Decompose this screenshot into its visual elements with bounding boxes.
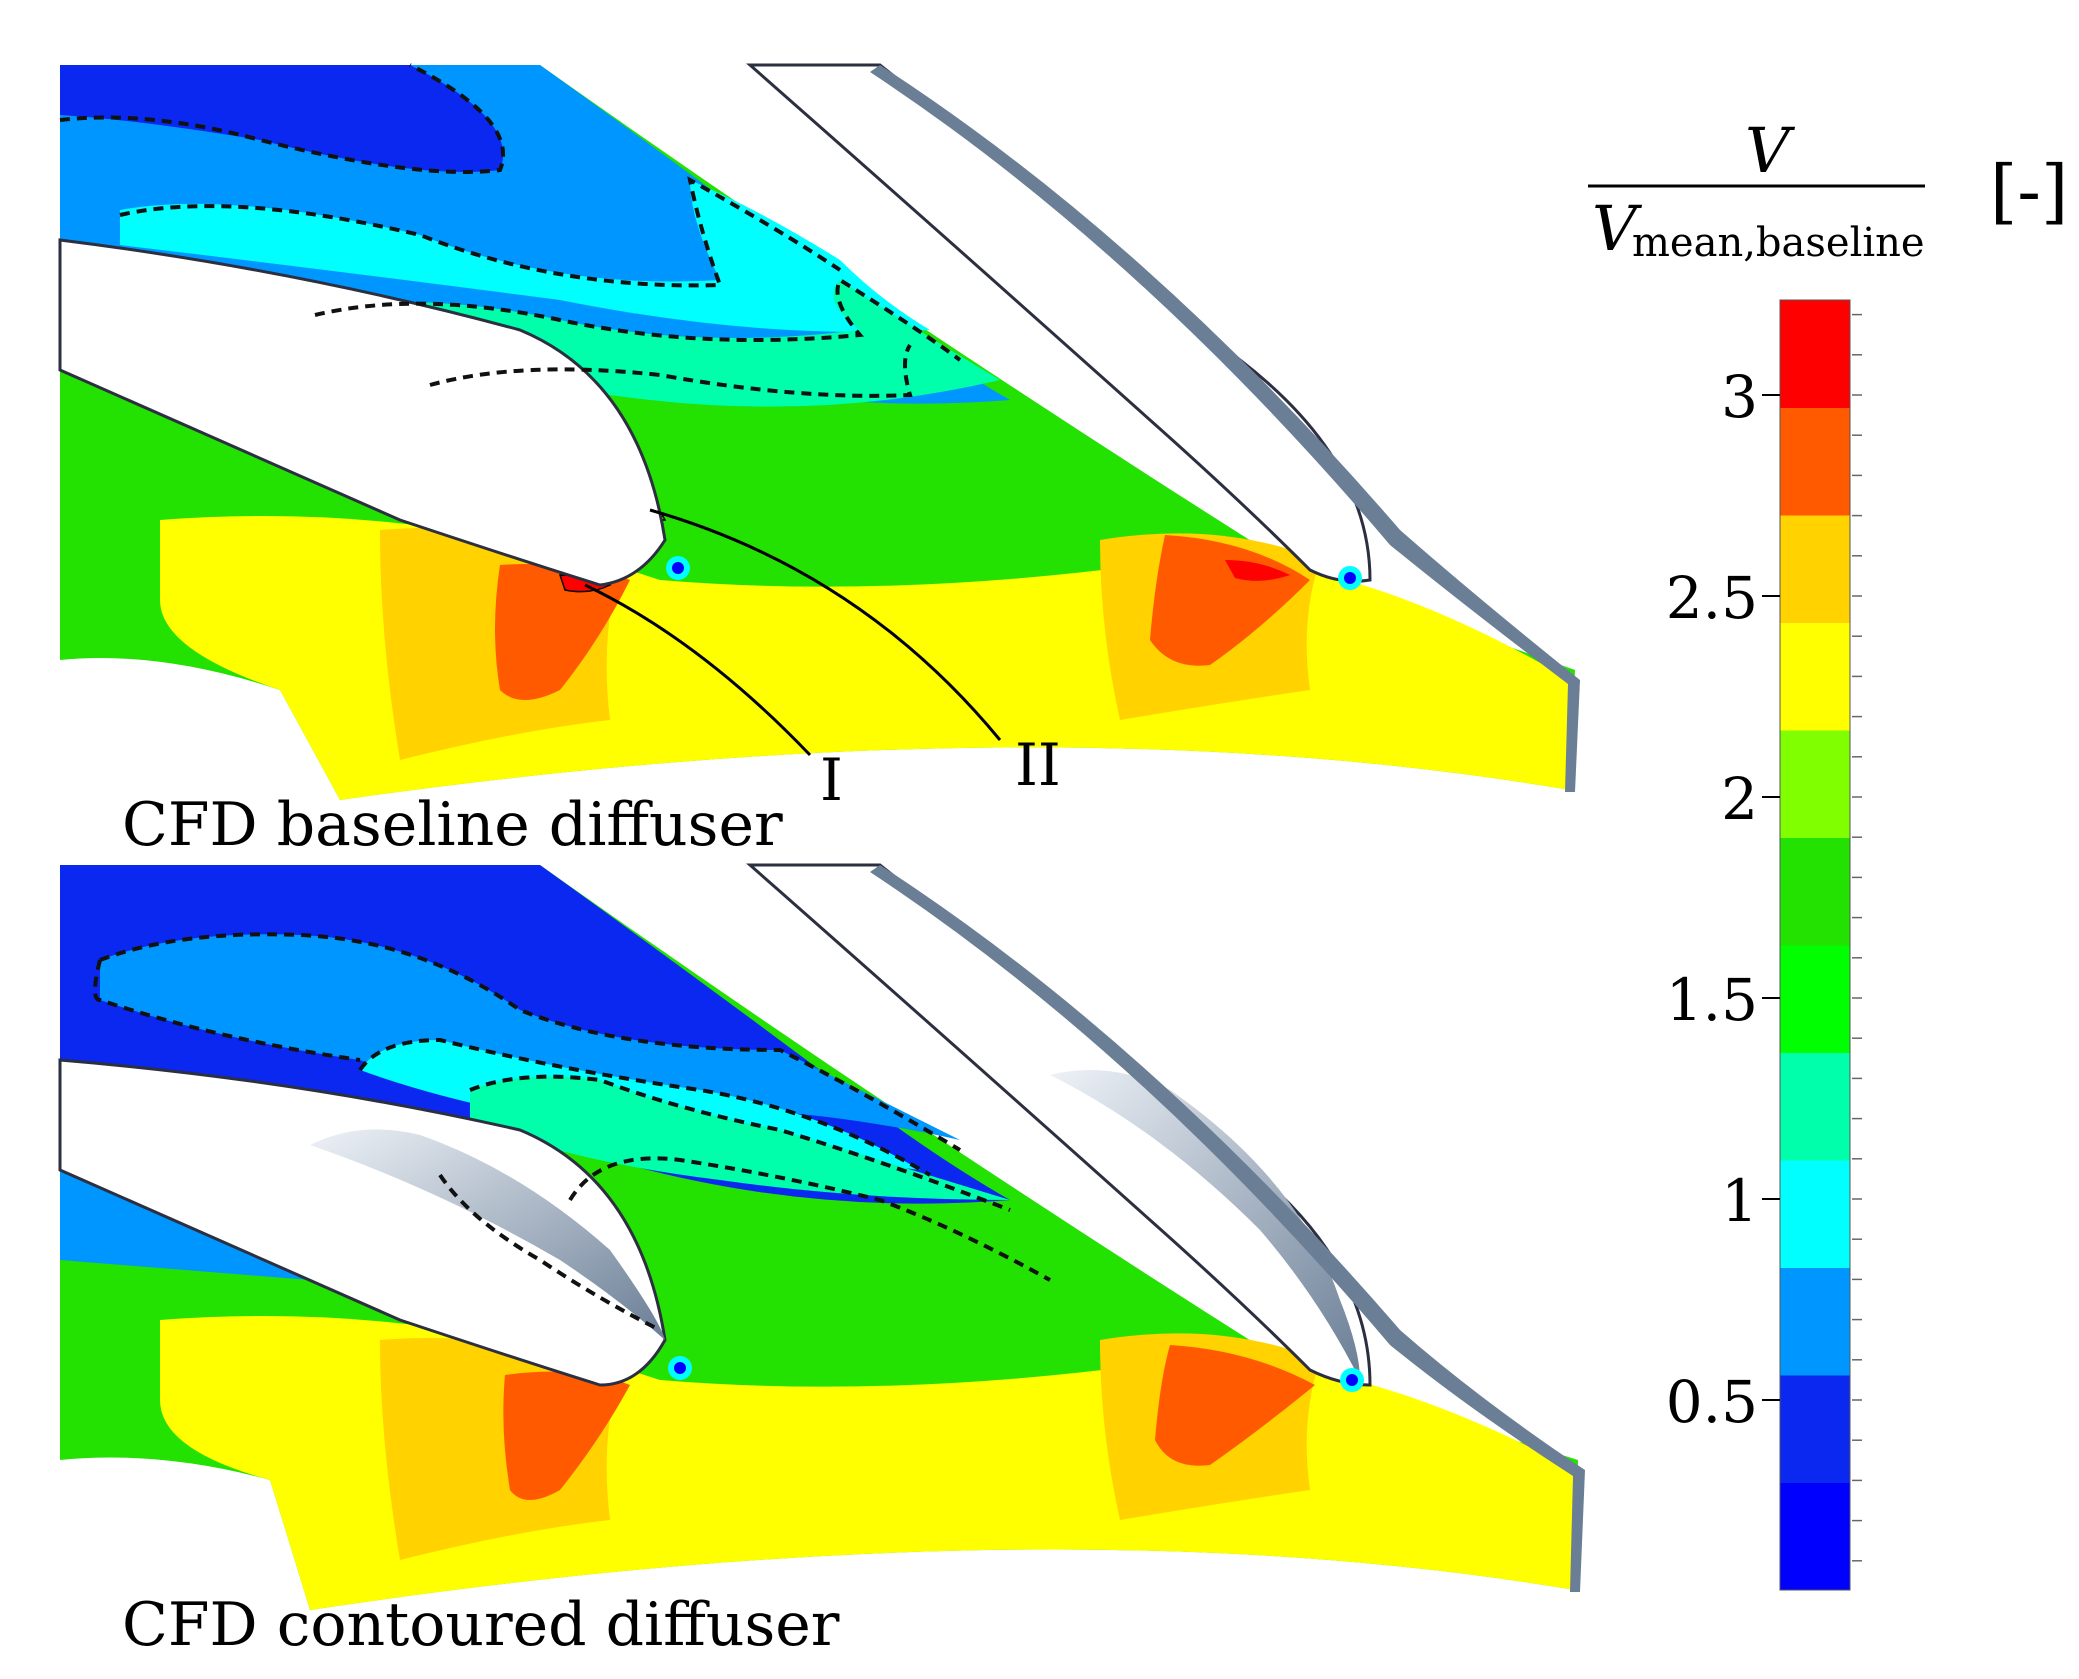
contoured-wall-left (310, 1129, 665, 1340)
cyan-contour-zone-2 (100, 934, 960, 1140)
colorbar-label-subscript: mean,baseline (1632, 220, 1925, 266)
orange-peak-left-2 (503, 1371, 630, 1500)
stagnation-core-left (672, 562, 684, 574)
panel-caption-baseline: CFD baseline diffuser (122, 790, 783, 860)
colorbar-tick-label: 2.5 (1666, 564, 1758, 632)
dark-blue-core (60, 65, 504, 172)
dashed-contour-4 (429, 343, 913, 398)
colorbar-level-4 (1780, 1160, 1850, 1268)
dashed-contour-9 (568, 1156, 1051, 1282)
colorbar-tick-label: 0.5 (1666, 1368, 1758, 1436)
cyan-contour-zone (120, 180, 930, 332)
orange-peak-right-2 (1155, 1345, 1315, 1466)
colorbar-tick-label: 2 (1721, 765, 1758, 833)
colorbar-level-11 (1780, 407, 1850, 516)
red-spot-right (1225, 560, 1290, 581)
dashed-contour-3 (314, 277, 962, 362)
leader-line-I (584, 583, 812, 757)
colorbar-label-denominator: V (1592, 192, 1643, 265)
aqua-contour-zone-2 (470, 1076, 1010, 1200)
annotation-II: II (1015, 731, 1061, 799)
vane-upper-left (58, 238, 667, 587)
colorbar-level-1 (1780, 1482, 1850, 1591)
dashed-contour-7 (358, 1037, 932, 1177)
baseline-diffuser-panel: I II CFD baseline diffuser (58, 63, 1580, 860)
stagnation-core-left-2 (674, 1362, 686, 1374)
colorbar-swatches (1780, 300, 1850, 1591)
dashed-contour-8 (469, 1074, 1011, 1212)
colorbar-tick-label: 3 (1721, 363, 1758, 431)
colorbar-tick-label: 1.5 (1666, 966, 1758, 1034)
leader-line-II (649, 508, 1002, 741)
orange-peak-left (495, 564, 630, 700)
colorbar-level-6 (1780, 945, 1850, 1053)
dashed-contour-1 (59, 63, 506, 174)
colorbar-level-8 (1780, 730, 1850, 838)
colorbar-level-3 (1780, 1267, 1850, 1376)
stagnation-core-right-2 (1346, 1374, 1358, 1386)
vane-lower-left-2 (58, 1058, 667, 1387)
colorbar-frame (1779, 299, 1851, 1591)
contoured-diffuser-panel: CFD contoured diffuser (58, 863, 1585, 1660)
colorbar-level-10 (1780, 515, 1850, 623)
colorbar-unit: [-] (1990, 150, 2068, 232)
colorbar-level-12 (1780, 300, 1850, 408)
dashed-contour-10 (438, 1173, 661, 1332)
dashed-contour-5 (99, 932, 962, 1152)
colorbar-level-9 (1780, 622, 1850, 731)
colorbar: V V mean,baseline [-] 0.5 1 1.5 2 2.5 3 (1588, 114, 2068, 1591)
aqua-contour-zone (310, 280, 1000, 407)
colorbar-level-5 (1780, 1052, 1850, 1161)
colorbar-label-numerator: V (1745, 114, 1796, 187)
colorbar-level-2 (1780, 1375, 1850, 1483)
colorbar-level-7 (1780, 837, 1850, 946)
annotation-I: I (820, 746, 843, 814)
panel-caption-contoured: CFD contoured diffuser (122, 1590, 840, 1660)
dashed-contour-2 (119, 176, 842, 288)
stagnation-core-right (1344, 572, 1356, 584)
dashed-contour-6 (93, 959, 361, 1062)
colorbar-ticks: 0.5 1 1.5 2 2.5 3 (1666, 313, 1862, 1562)
colorbar-tick-label: 1 (1721, 1167, 1758, 1235)
